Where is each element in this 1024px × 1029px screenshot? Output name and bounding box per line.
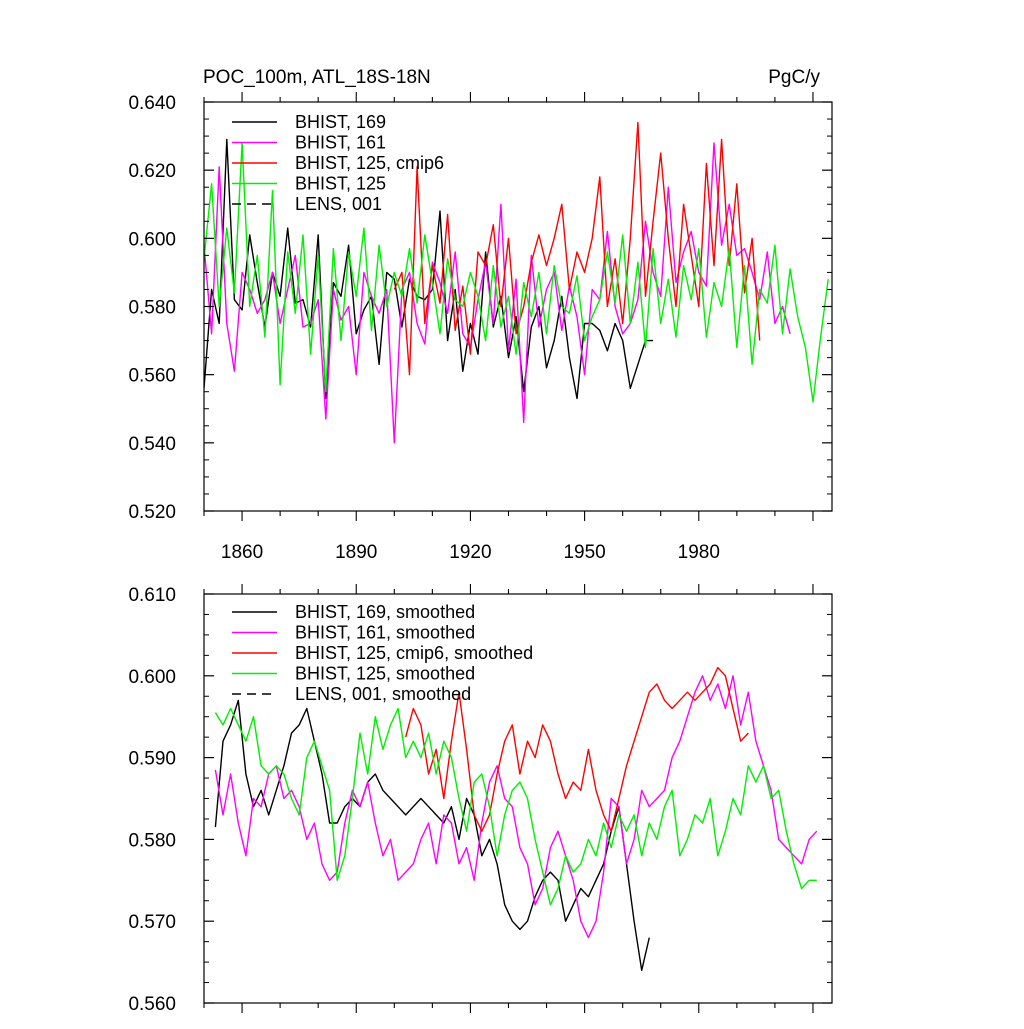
panel-1-title: POC_100m, ATL_18S-18N (203, 67, 431, 88)
legend-label-1: BHIST, 169 (295, 112, 386, 132)
y-tick-label: 0.620 (128, 161, 176, 182)
legend-label-4: BHIST, 125 (295, 174, 386, 194)
series-line-3 (393, 121, 761, 376)
legend-label-3: BHIST, 125, cmip6 (295, 153, 444, 173)
y-tick-label: 0.560 (128, 366, 176, 387)
legend-label-1: BHIST, 169, smoothed (295, 602, 475, 622)
y-tick-label: 0.580 (128, 298, 176, 319)
y-tick-label: 0.640 (128, 93, 176, 114)
y-tick-label: 0.540 (128, 434, 176, 455)
series-line-4 (204, 142, 829, 403)
series-group (204, 121, 829, 444)
series-line-2 (214, 675, 818, 939)
series-group (214, 666, 818, 971)
y-tick-label: 0.570 (128, 912, 176, 933)
legend-label-5: LENS, 001 (295, 194, 382, 214)
panel-1-units: PgC/y (768, 67, 820, 88)
y-tick-label: 0.610 (128, 585, 176, 606)
y-tick-label: 0.590 (128, 749, 176, 770)
x-tick-label: 1860 (221, 542, 263, 563)
series-line-1 (214, 699, 650, 971)
x-tick-label: 1920 (449, 542, 491, 563)
x-tick-label: 1950 (563, 542, 605, 563)
legend-label-5: LENS, 001, smoothed (295, 684, 471, 704)
legend-label-4: BHIST, 125, smoothed (295, 664, 475, 684)
series-line-4 (214, 707, 817, 906)
legend-label-2: BHIST, 161 (295, 133, 386, 153)
panel-2: 0.560 0.570 0.580 0.590 0.600 0.610 BHIST, 169… (128, 584, 833, 1015)
y-tick-label: 0.600 (128, 667, 176, 688)
x-tick-label: 1980 (678, 542, 720, 563)
panel-1: 0.520 0.540 0.560 0.580 0.600 0.620 0.640 1860 1… (128, 92, 833, 563)
y-tick-label: 0.600 (128, 229, 176, 250)
y-tick-label: 0.580 (128, 830, 176, 851)
legend-label-2: BHIST, 161, smoothed (295, 623, 475, 643)
y-tick-label: 0.520 (128, 502, 176, 523)
legend-label-3: BHIST, 125, cmip6, smoothed (295, 643, 533, 663)
y-tick-label: 0.560 (128, 994, 176, 1015)
x-tick-label: 1890 (335, 542, 377, 563)
series-line-3 (405, 666, 749, 832)
